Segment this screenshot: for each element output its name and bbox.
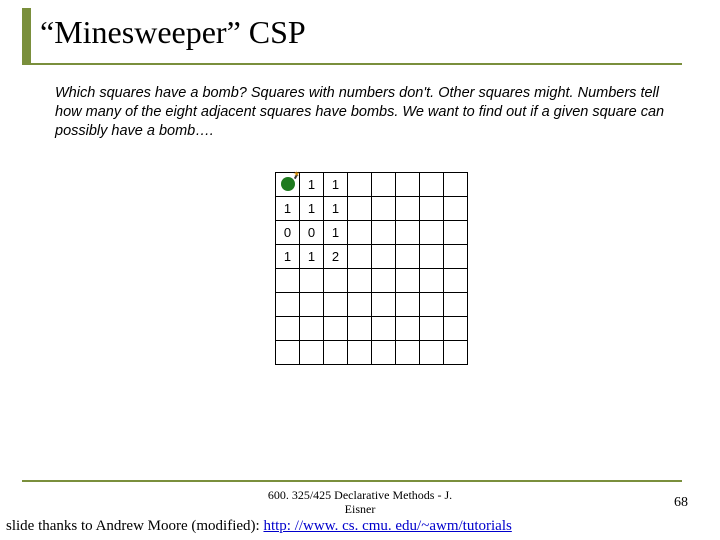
grid-cell (444, 341, 468, 365)
grid-cell (396, 173, 420, 197)
grid-cell (324, 341, 348, 365)
grid-cell: 1 (276, 197, 300, 221)
grid-cell (300, 269, 324, 293)
page-number: 68 (674, 495, 688, 511)
grid-cell (276, 341, 300, 365)
minesweeper-grid: ✴11111001112 (275, 172, 468, 365)
grid-cell (444, 221, 468, 245)
grid-cell (348, 173, 372, 197)
grid-cell (420, 269, 444, 293)
grid-cell: 1 (300, 173, 324, 197)
grid-cell (396, 269, 420, 293)
grid-cell (348, 317, 372, 341)
grid-cell (300, 317, 324, 341)
grid-cell: 1 (300, 197, 324, 221)
grid-cell (300, 293, 324, 317)
grid-cell (444, 245, 468, 269)
grid-cell (444, 293, 468, 317)
grid-cell: 0 (276, 221, 300, 245)
slide-title: “Minesweeper” CSP (40, 14, 306, 51)
grid-cell (444, 197, 468, 221)
grid-cell: ✴ (276, 173, 300, 197)
grid-cell (324, 317, 348, 341)
grid-cell (324, 269, 348, 293)
grid-cell (396, 197, 420, 221)
slide: “Minesweeper” CSP Which squares have a b… (0, 0, 720, 540)
credit-link[interactable]: http: //www. cs. cmu. edu/~awm/tutorials (263, 518, 511, 534)
body-paragraph: Which squares have a bomb? Squares with … (55, 84, 675, 141)
grid-cell (348, 221, 372, 245)
grid-cell (444, 269, 468, 293)
grid-cell (444, 317, 468, 341)
grid-cell (420, 245, 444, 269)
grid-cell (396, 317, 420, 341)
grid-cell (420, 221, 444, 245)
grid-cell (276, 269, 300, 293)
grid-cell (348, 293, 372, 317)
grid-cell: 1 (300, 245, 324, 269)
grid-cell (348, 245, 372, 269)
grid-cell: 1 (324, 221, 348, 245)
grid-cell (372, 197, 396, 221)
grid-cell: 1 (324, 197, 348, 221)
grid-cell (276, 293, 300, 317)
grid-cell (420, 341, 444, 365)
grid-cell (420, 197, 444, 221)
footer-rule (22, 480, 682, 482)
grid-cell (372, 173, 396, 197)
grid-cell (372, 341, 396, 365)
credit-prefix: slide thanks to Andrew Moore (modified): (6, 518, 263, 534)
grid-cell (444, 173, 468, 197)
grid-cell (372, 269, 396, 293)
grid-cell (348, 341, 372, 365)
grid-cell: 2 (324, 245, 348, 269)
grid-cell (396, 245, 420, 269)
footer-line1: 600. 325/425 Declarative Methods - J. (268, 488, 452, 502)
grid-cell (420, 317, 444, 341)
credit-line: slide thanks to Andrew Moore (modified):… (6, 518, 512, 535)
grid-cell: 1 (324, 173, 348, 197)
grid-cell: 0 (300, 221, 324, 245)
footer-course: 600. 325/425 Declarative Methods - J. Ei… (0, 489, 720, 517)
grid-cell (372, 245, 396, 269)
grid-cell (396, 293, 420, 317)
grid-cell (324, 293, 348, 317)
bomb-icon: ✴ (281, 177, 295, 191)
grid-cell (348, 269, 372, 293)
grid-cell (420, 173, 444, 197)
spark-icon: ✴ (293, 169, 301, 180)
grid-cell (396, 221, 420, 245)
grid-cell (372, 293, 396, 317)
grid-cell (420, 293, 444, 317)
grid-cell (372, 317, 396, 341)
title-underline (22, 63, 682, 65)
title-accent-bar (22, 8, 31, 64)
grid-cell: 1 (276, 245, 300, 269)
grid-cell (276, 317, 300, 341)
footer-line2: Eisner (345, 502, 376, 516)
grid-cell (300, 341, 324, 365)
grid-cell (396, 341, 420, 365)
grid-cell (348, 197, 372, 221)
grid-cell (372, 221, 396, 245)
